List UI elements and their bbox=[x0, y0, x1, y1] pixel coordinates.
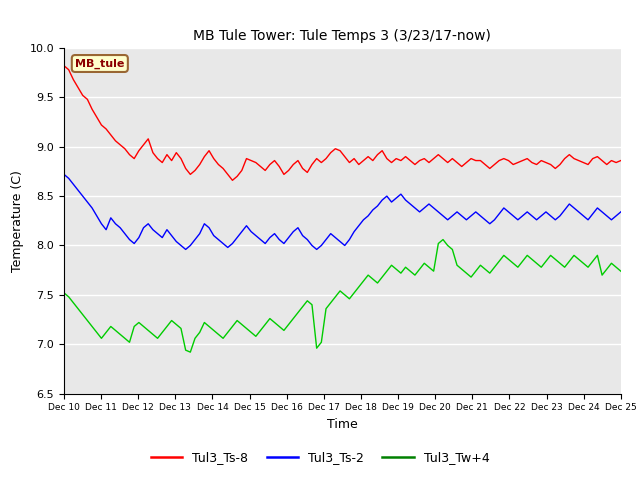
Text: MB_tule: MB_tule bbox=[75, 59, 125, 69]
X-axis label: Time: Time bbox=[327, 418, 358, 431]
Legend: Tul3_Ts-8, Tul3_Ts-2, Tul3_Tw+4: Tul3_Ts-8, Tul3_Ts-2, Tul3_Tw+4 bbox=[145, 446, 495, 469]
Y-axis label: Temperature (C): Temperature (C) bbox=[11, 170, 24, 272]
Title: MB Tule Tower: Tule Temps 3 (3/23/17-now): MB Tule Tower: Tule Temps 3 (3/23/17-now… bbox=[193, 29, 492, 43]
